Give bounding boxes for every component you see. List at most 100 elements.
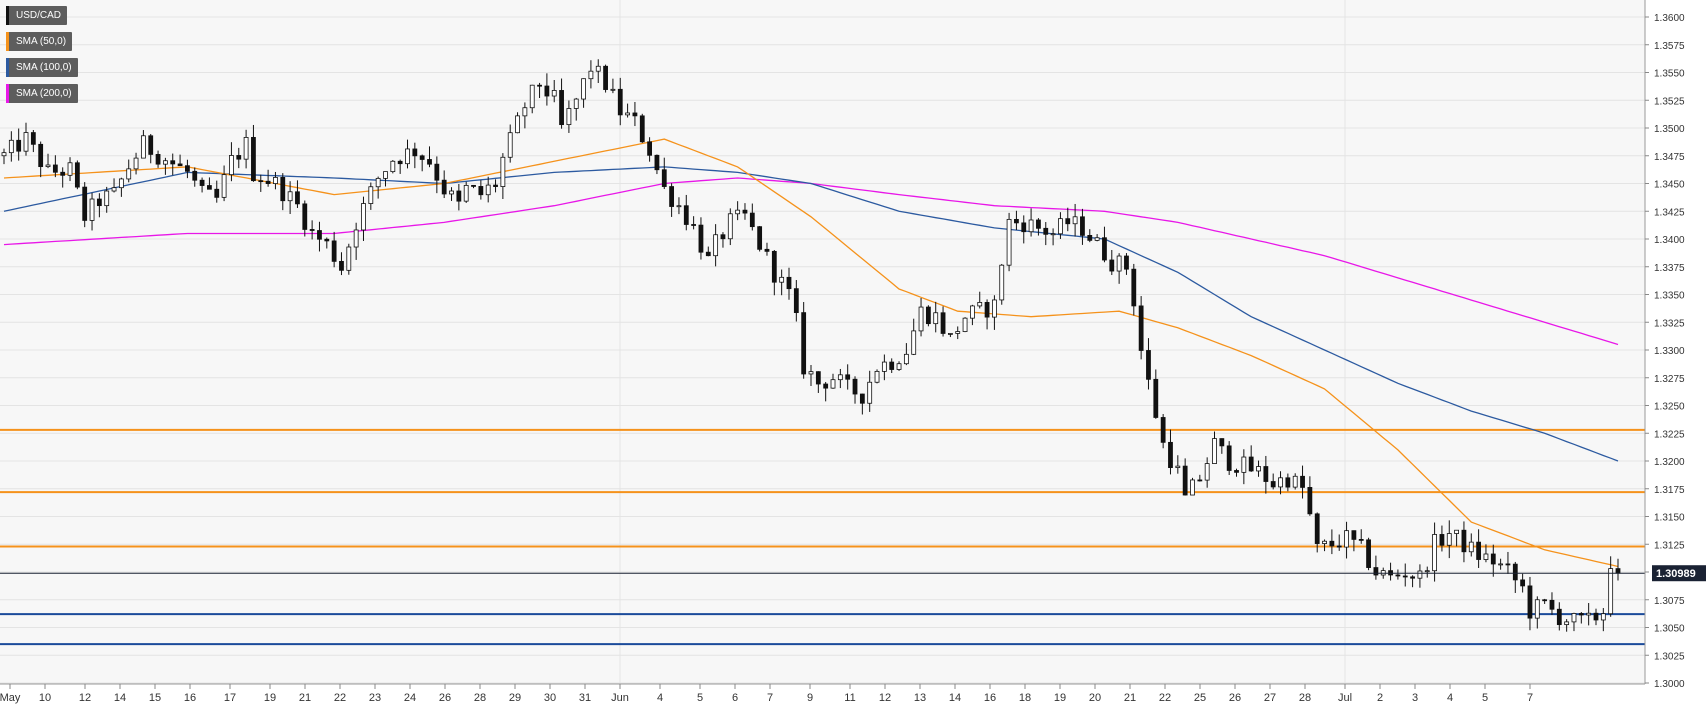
candle-body — [815, 371, 821, 385]
legend-usdcad[interactable]: USD/CAD — [6, 6, 68, 25]
candle-body — [456, 190, 462, 202]
candle-body — [1527, 585, 1533, 619]
candle-body — [1109, 259, 1115, 272]
y-tick-label: 1.3225 — [1654, 429, 1685, 440]
x-tick-label: 11 — [844, 692, 855, 704]
legend-sma-100[interactable]: SMA (100,0) — [6, 58, 78, 77]
candle-body — [1564, 621, 1570, 626]
candle-body — [1468, 541, 1474, 553]
candle-body — [779, 276, 785, 283]
horizontal-levels — [0, 428, 1645, 646]
candle-body — [1292, 475, 1298, 488]
candle-body — [771, 250, 777, 283]
candle-body — [30, 132, 36, 145]
x-tick-label: 5 — [697, 692, 703, 704]
current-price-tag: 1.30989 — [1652, 565, 1706, 582]
candle-body — [1432, 534, 1437, 572]
candle-body — [199, 179, 205, 186]
legend-sma-200-swatch — [6, 84, 9, 103]
candle-body — [82, 186, 88, 221]
candle-body — [1263, 466, 1269, 482]
candle-body — [1212, 438, 1217, 464]
candle-body — [852, 378, 858, 395]
x-tick-label: 14 — [114, 692, 126, 704]
candle-body — [705, 251, 711, 257]
candle-body — [1043, 227, 1049, 235]
candle-body — [1036, 219, 1041, 229]
candle-body — [867, 381, 873, 404]
axes — [0, 0, 1646, 685]
candle-body — [1344, 530, 1349, 548]
legend-sma-200[interactable]: SMA (200,0) — [6, 84, 78, 103]
candle-body — [229, 155, 234, 176]
candle-body — [962, 317, 968, 332]
x-tick-label: 21 — [299, 692, 311, 704]
candle-body — [1102, 237, 1107, 261]
candle-body — [874, 370, 880, 383]
candle-body — [1, 152, 7, 157]
candle-body — [1285, 477, 1291, 488]
candle-body — [757, 226, 763, 250]
current-price-tag-text: 1.30989 — [1656, 568, 1696, 580]
candle-body — [45, 164, 51, 168]
candle-body — [610, 88, 616, 91]
candle-body — [933, 312, 939, 325]
candle-body — [1593, 612, 1599, 621]
candle-body — [1014, 218, 1019, 224]
candle-body — [1175, 465, 1181, 468]
candle-body — [1600, 613, 1606, 621]
candle-body — [970, 305, 975, 319]
candle-body — [1366, 539, 1371, 568]
candle-body — [559, 90, 564, 126]
candle-body — [412, 148, 418, 157]
candle-body — [595, 65, 601, 72]
candle-body — [155, 154, 161, 165]
candle-body — [1571, 613, 1577, 623]
candle-body — [903, 353, 909, 365]
candle-body — [529, 84, 535, 109]
x-tick-label: 9 — [807, 692, 813, 704]
candle-body — [845, 374, 851, 380]
sma-100-line — [3, 166, 1619, 462]
candle-body — [441, 179, 447, 195]
candle-body — [140, 135, 146, 159]
candle-body — [1446, 533, 1452, 546]
candle-body — [324, 238, 330, 242]
candle-body — [1490, 553, 1496, 565]
y-tick-label: 1.3475 — [1654, 152, 1685, 163]
candle-body — [603, 65, 608, 90]
candle-body — [566, 108, 572, 126]
legend-sma-100-swatch — [6, 58, 9, 77]
candle-body — [1006, 218, 1012, 266]
legend-sma-50[interactable]: SMA (50,0) — [6, 32, 73, 51]
candle-body — [515, 115, 520, 134]
candle-body — [837, 374, 843, 381]
y-tick-label: 1.3350 — [1654, 291, 1685, 302]
candle-body — [1131, 268, 1137, 307]
x-tick-label: 7 — [1527, 692, 1533, 704]
candle-body — [1241, 456, 1247, 473]
x-tick-label: 15 — [149, 692, 161, 704]
gridlines — [0, 0, 1645, 684]
candle-body — [992, 299, 997, 318]
candle-body — [280, 177, 286, 202]
candle-body — [918, 306, 924, 332]
y-tick-label: 1.3400 — [1654, 235, 1685, 246]
y-tick-label: 1.3025 — [1654, 651, 1685, 662]
candle-body — [1138, 305, 1144, 351]
candle-body — [118, 178, 124, 189]
x-tick-label: 18 — [1019, 692, 1031, 704]
candle-body — [537, 84, 542, 87]
candle-body — [735, 209, 741, 215]
candle-body — [1410, 576, 1415, 579]
candle-body — [1248, 456, 1254, 472]
x-tick-label: Jul — [1338, 692, 1352, 704]
candle-body — [1608, 568, 1614, 615]
x-tick-label: 13 — [914, 692, 926, 704]
candle-body — [1300, 475, 1305, 488]
candle-body — [588, 70, 594, 80]
candle-body — [786, 276, 792, 290]
candle-body — [742, 209, 748, 214]
candle-body — [162, 160, 168, 165]
candle-body — [331, 240, 337, 262]
